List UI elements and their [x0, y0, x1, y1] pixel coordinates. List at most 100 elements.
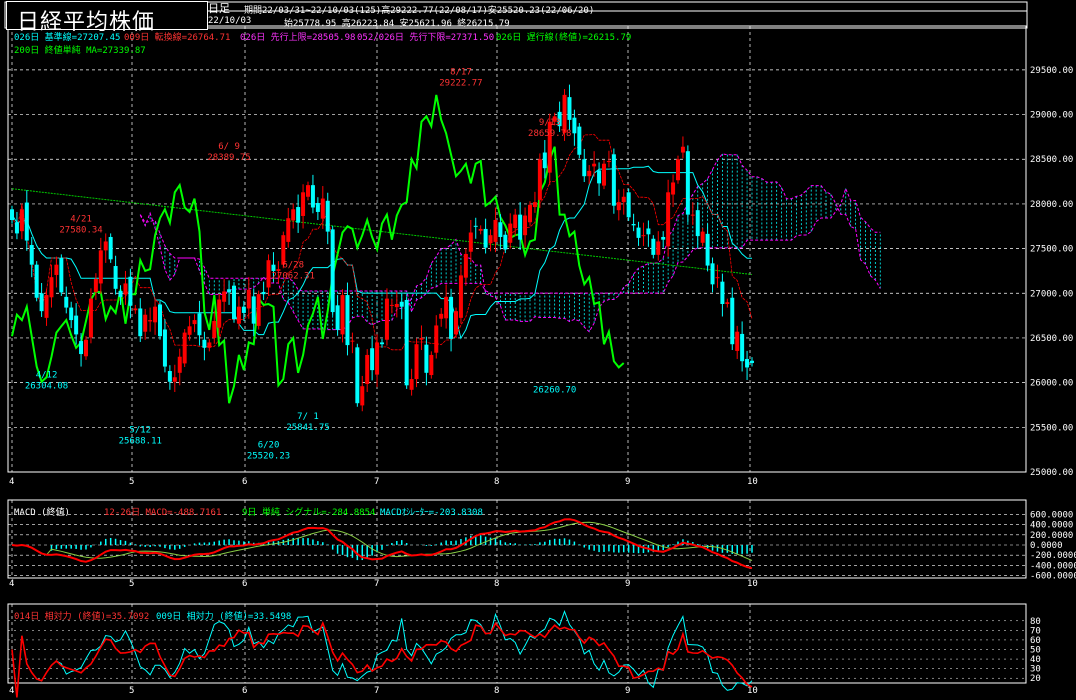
macd-x-tick-label: 5 — [129, 579, 134, 589]
candle-body — [651, 238, 656, 255]
period-type: 日足 — [208, 2, 230, 15]
candle-body — [24, 202, 29, 241]
candle-body — [14, 222, 19, 234]
candle-body — [740, 333, 745, 362]
candle-body — [498, 222, 503, 237]
candle-body — [532, 202, 537, 208]
macd-y-tick-label: 400.0000 — [1030, 521, 1073, 531]
senkou-span-a-line — [139, 153, 881, 333]
macd-y-tick-label: 600.0000 — [1030, 511, 1073, 521]
annotation-value: 25841.75 — [286, 423, 329, 433]
rsi-x-tick-label: 6 — [242, 686, 247, 696]
candle-body — [246, 289, 251, 309]
candle-body — [296, 207, 301, 223]
rsi-x-tick-label: 5 — [129, 686, 134, 696]
ma200-line — [11, 188, 753, 275]
annotation-value: 27580.34 — [59, 225, 102, 235]
candle-body — [182, 332, 187, 364]
candle-body — [582, 159, 587, 177]
candle-body — [217, 299, 222, 328]
candle-body — [700, 231, 705, 243]
current-date: 22/10/03 — [208, 16, 252, 26]
rsi-x-tick-label: 7 — [374, 686, 379, 696]
candle-body — [572, 117, 577, 134]
rsi-y-tick-label: 20 — [1030, 674, 1041, 684]
macd-y-tick-label: -400.0000 — [1030, 561, 1076, 571]
kijun-line — [11, 165, 752, 340]
annotation-date: 4/21 — [70, 214, 92, 224]
candle-body — [567, 97, 572, 120]
candle-body — [153, 306, 158, 323]
candle-body — [745, 358, 750, 368]
candle-body — [725, 302, 730, 304]
price-y-tick-label: 25000.00 — [1030, 468, 1073, 478]
rsi-x-tick-label: 4 — [9, 686, 14, 696]
candle-body — [730, 297, 735, 345]
rsi-y-tick-label: 30 — [1030, 665, 1041, 675]
macd-y-tick-label: -200.0000 — [1030, 551, 1076, 561]
candle-body — [646, 228, 651, 235]
annotation-date: 6/28 — [282, 261, 304, 271]
macd-x-tick-label: 9 — [625, 579, 630, 589]
price-x-tick-label: 5 — [129, 477, 134, 487]
candle-body — [143, 314, 148, 332]
candle-body — [705, 233, 710, 266]
rsi14-line — [11, 620, 753, 698]
annotation-value: 28389.75 — [207, 153, 250, 163]
senkou-span-b-line — [139, 187, 881, 314]
header-frame — [4, 1, 1028, 29]
annotation-value: 28659.78 — [528, 129, 571, 139]
candle-body — [597, 170, 602, 184]
candles — [10, 84, 754, 412]
candle-body — [488, 235, 493, 244]
candle-body — [656, 241, 661, 255]
candle-body — [503, 234, 508, 250]
rsi-pane-frame — [7, 603, 1027, 684]
candle-body — [192, 320, 197, 325]
annotation-value: 25520.23 — [247, 452, 290, 462]
candle-body — [88, 298, 93, 338]
candle-body — [54, 264, 59, 275]
price-y-tick-label: 28000.00 — [1030, 200, 1073, 210]
candle-body — [128, 276, 133, 306]
legend-senkou-b: 052/026日 先行下限=27371.50 — [357, 33, 495, 43]
rsi-y-tick-label: 70 — [1030, 626, 1041, 636]
candle-body — [463, 253, 468, 278]
candle-body — [266, 260, 271, 288]
candle-body — [424, 344, 429, 373]
candle-body — [384, 298, 389, 340]
rsi-x-tick-label: 8 — [494, 686, 499, 696]
candle-body — [695, 210, 700, 237]
candle-body — [301, 192, 306, 216]
annotation-date: 6/20 — [258, 441, 280, 451]
candle-body — [547, 121, 552, 173]
macd-pane-frame — [7, 499, 1027, 579]
candle-body — [360, 386, 365, 406]
macd-legend-signal: 9日 単純 シグナル=-284.8854 — [242, 508, 376, 518]
candle-body — [375, 342, 380, 375]
ohlc-line: 始25778.95 高26223.84 安25621.96 終26215.79 — [284, 19, 510, 29]
candle-body — [493, 220, 498, 242]
candle-body — [148, 320, 153, 322]
candle-body — [19, 209, 24, 232]
candle-body — [557, 111, 562, 127]
candle-body — [478, 228, 483, 231]
legend-ma200: 200日 終値単純 MA=27339.87 — [14, 46, 146, 56]
price-x-tick-label: 7 — [374, 477, 379, 487]
tenkan-line — [11, 133, 753, 351]
candle-body — [202, 339, 207, 348]
candle-body — [310, 185, 315, 208]
candle-body — [197, 313, 202, 336]
price-y-tick-label: 29000.00 — [1030, 111, 1073, 121]
candle-body — [330, 229, 335, 313]
macd-line — [11, 518, 753, 570]
candle-body — [508, 223, 513, 243]
candle-body — [409, 379, 414, 390]
candle-body — [345, 295, 350, 346]
price-y-tick-label: 27000.00 — [1030, 289, 1073, 299]
candle-body — [468, 232, 473, 252]
legend-kijun: 026日 基準線=27207.45 — [14, 33, 121, 43]
candle-body — [690, 214, 695, 216]
candle-body — [241, 306, 246, 313]
